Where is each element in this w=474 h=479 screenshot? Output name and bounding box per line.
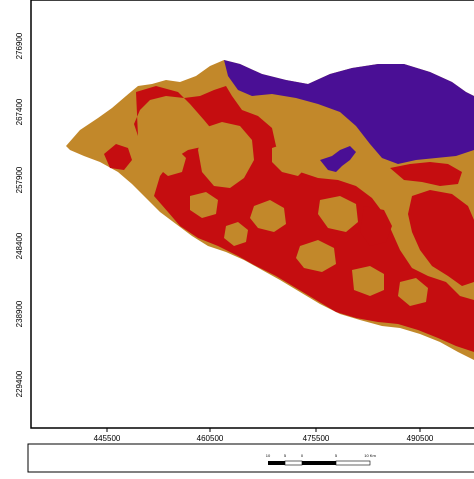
x-axis-label-2: 460500 <box>197 434 224 443</box>
scale-segment-4 <box>335 460 371 466</box>
scale-segment-1 <box>268 461 285 465</box>
y-axis-label-5: 238900 <box>15 300 24 327</box>
x-axis-label-1: 445500 <box>94 434 121 443</box>
x-axis <box>106 428 421 432</box>
scale-tick-1: 10 <box>266 453 271 458</box>
y-axis-label-3: 257900 <box>15 166 24 193</box>
region-purple <box>224 60 474 164</box>
scale-bar-box <box>27 443 474 473</box>
x-axis-label-4: 490500 <box>407 434 434 443</box>
scale-bar <box>268 460 371 466</box>
y-axis-label-4: 248400 <box>15 232 24 259</box>
scale-tick-5: 10 Km <box>364 453 376 458</box>
y-axis-label-2: 267400 <box>15 98 24 125</box>
region-ochre-patches <box>158 106 428 306</box>
scale-tick-4: 5 <box>335 453 338 458</box>
y-axis-label-1: 276900 <box>15 32 24 59</box>
scale-segment-3 <box>302 461 336 465</box>
scale-segment-2 <box>284 460 303 466</box>
scale-tick-3: 0 <box>301 453 304 458</box>
x-axis-label-3: 475500 <box>303 434 330 443</box>
y-axis-label-6: 229400 <box>15 370 24 397</box>
scale-tick-2: 5 <box>284 453 287 458</box>
region-purple-spot <box>320 146 356 172</box>
